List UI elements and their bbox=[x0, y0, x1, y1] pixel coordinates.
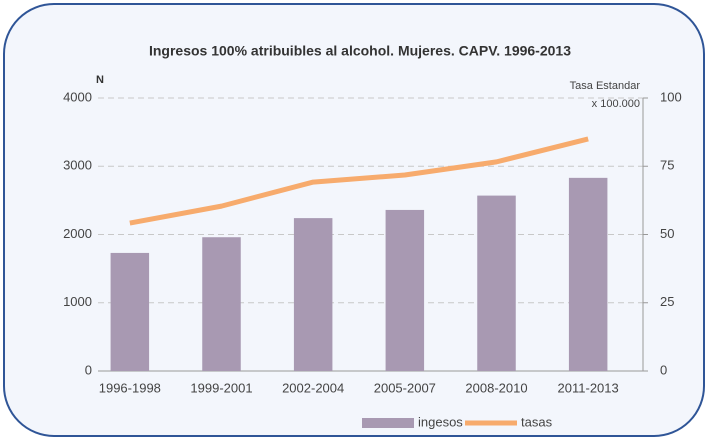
bar bbox=[293, 218, 333, 371]
y2-axis-label: x 100.000 bbox=[592, 98, 640, 110]
x-tick-label: 2002-2004 bbox=[282, 380, 344, 395]
x-tick-label: 2011-2013 bbox=[558, 380, 619, 395]
legend-label: ingesos bbox=[418, 414, 463, 429]
x-tick-label: 1996-1998 bbox=[99, 380, 161, 395]
y2-axis-label: Tasa Estandar bbox=[570, 80, 641, 92]
x-tick-label: 1999-2001 bbox=[190, 380, 252, 395]
bar bbox=[477, 195, 516, 371]
y-tick-label: 3000 bbox=[63, 158, 92, 173]
y2-tick-label: 100 bbox=[660, 89, 682, 104]
frame bbox=[3, 3, 705, 437]
y2-tick-label: 50 bbox=[660, 226, 674, 241]
x-tick-label: 2005-2007 bbox=[374, 380, 436, 395]
y2-tick-label: 0 bbox=[660, 362, 667, 377]
y-tick-label: 2000 bbox=[63, 226, 92, 241]
bar bbox=[385, 209, 425, 371]
legend-swatch bbox=[362, 418, 414, 428]
bar bbox=[110, 252, 150, 371]
x-tick-label: 2008-2010 bbox=[465, 380, 527, 395]
legend-label: tasas bbox=[521, 414, 553, 429]
y2-tick-label: 25 bbox=[660, 294, 674, 309]
chart-title: Ingresos 100% atribuibles al alcohol. Mu… bbox=[149, 43, 571, 59]
y2-tick-label: 75 bbox=[660, 158, 674, 173]
y-tick-label: 1000 bbox=[63, 294, 92, 309]
line bbox=[129, 136, 589, 226]
bar bbox=[202, 237, 241, 371]
y-tick-label: 4000 bbox=[63, 89, 92, 104]
y-axis-label: N bbox=[96, 74, 104, 86]
y-tick-label: 0 bbox=[85, 362, 92, 377]
bar bbox=[568, 177, 608, 371]
